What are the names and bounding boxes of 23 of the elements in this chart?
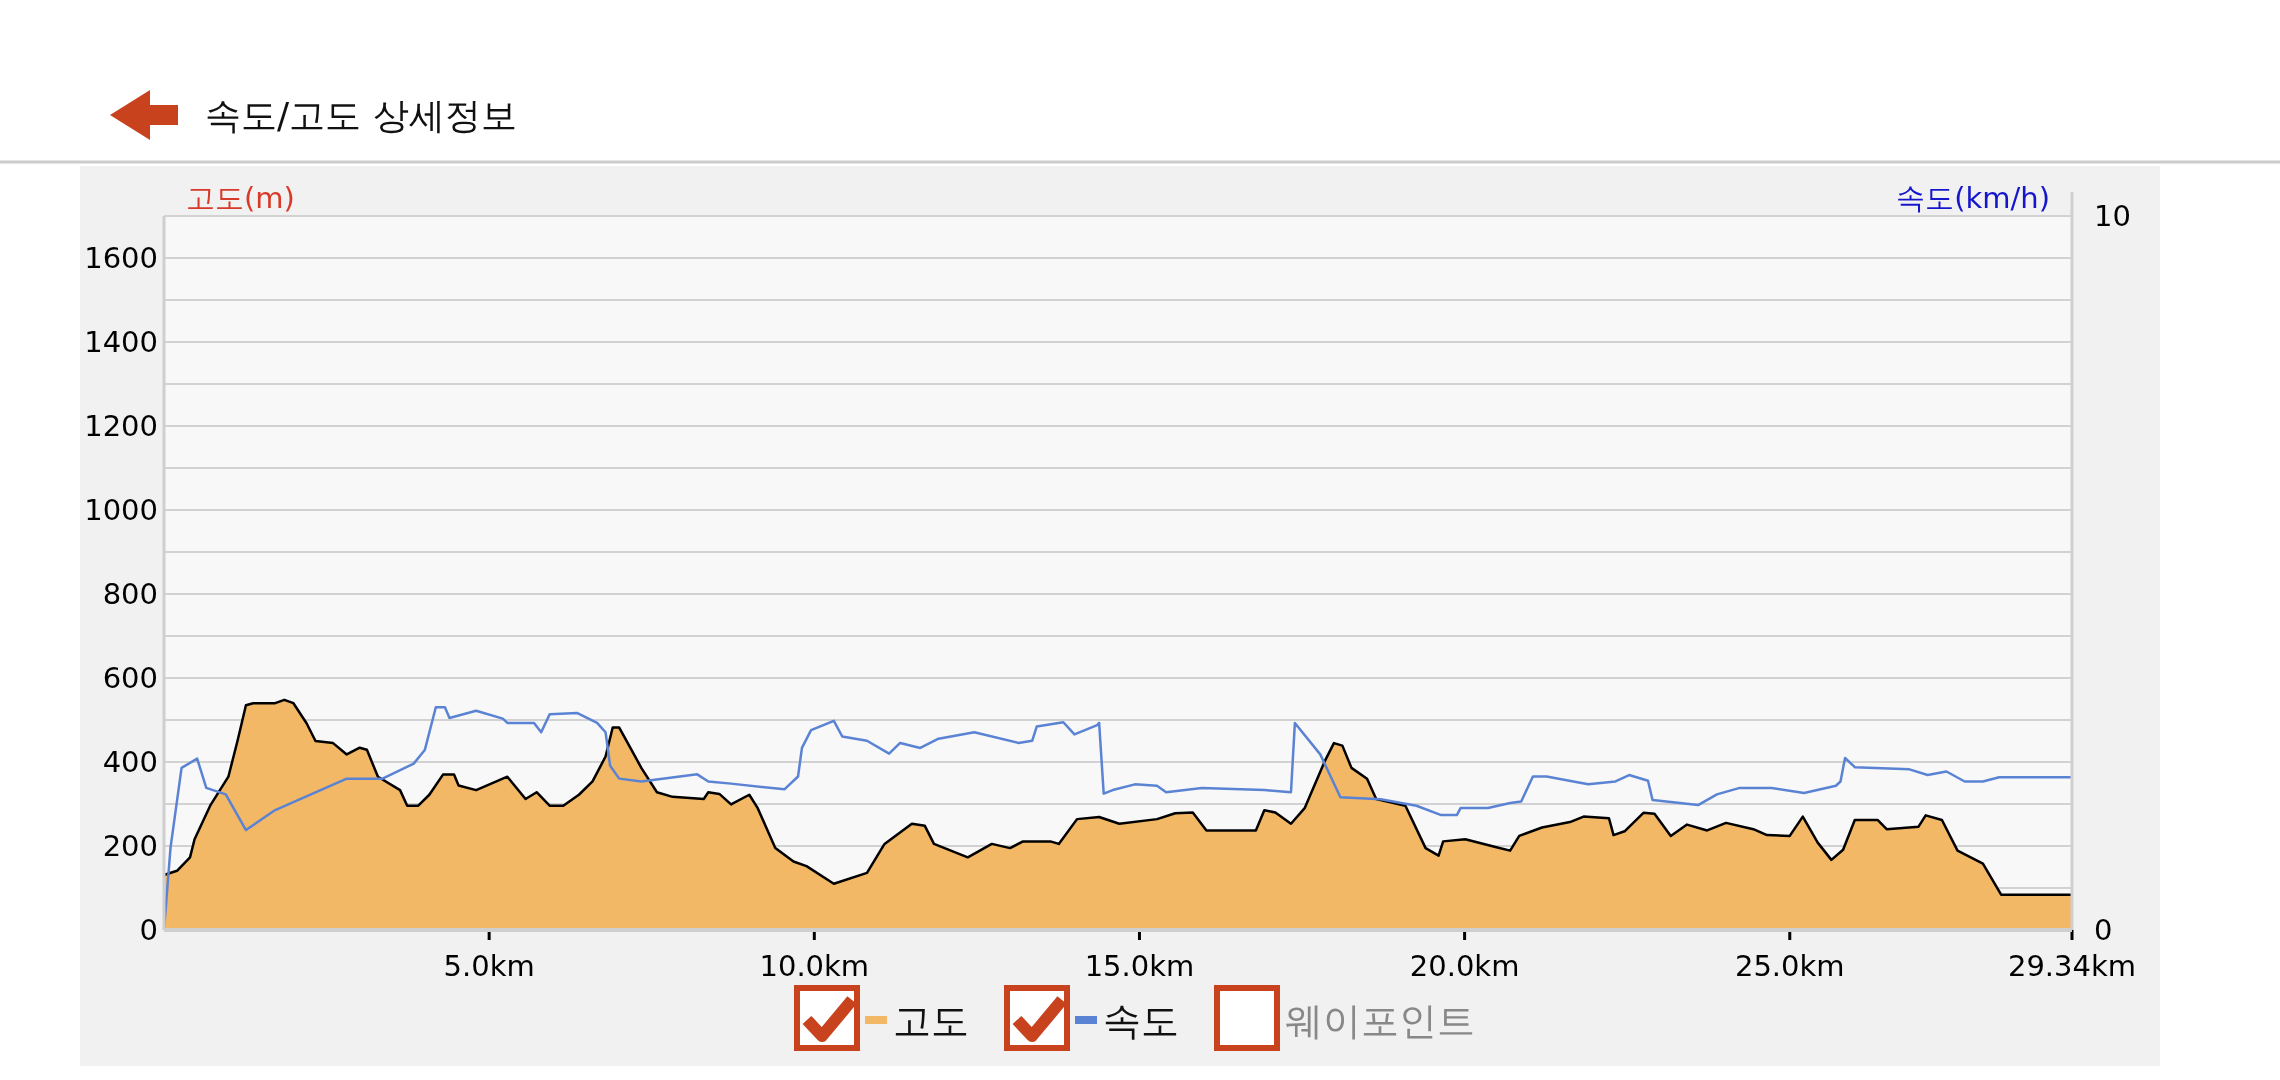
y-tick-label: 1600 — [84, 241, 158, 275]
y2-tick-label: 0 — [2094, 913, 2113, 947]
x-tick-label: 25.0km — [1734, 949, 1845, 983]
x-tick-label: 20.0km — [1409, 949, 1520, 983]
y-tick-label: 600 — [102, 661, 158, 695]
legend-label: 속도 — [1103, 999, 1179, 1043]
y-tick-label: 1400 — [84, 325, 158, 359]
y-tick-label: 800 — [102, 577, 158, 611]
y-tick-label: 1200 — [84, 409, 158, 443]
legend-label: 고도 — [893, 999, 969, 1043]
x-tick-label: 5.0km — [443, 949, 535, 983]
y2-axis-title: 속도(km/h) — [1896, 181, 2050, 215]
y-tick-label: 1000 — [84, 493, 158, 527]
y-tick-label: 0 — [139, 913, 158, 947]
y2-tick-label: 10 — [2094, 199, 2131, 233]
text: 웨이포인트 — [1285, 999, 1475, 1043]
x-tick-label: 15.0km — [1084, 949, 1195, 983]
x-tick-label: 10.0km — [759, 949, 870, 983]
y-tick-label: 400 — [102, 745, 158, 779]
y-axis-title: 고도(m) — [186, 181, 295, 215]
x-tick-label: 29.34km — [2007, 949, 2137, 983]
y-tick-label: 200 — [102, 829, 158, 863]
chart-title: 속도/고도 상세정보 — [205, 95, 517, 136]
